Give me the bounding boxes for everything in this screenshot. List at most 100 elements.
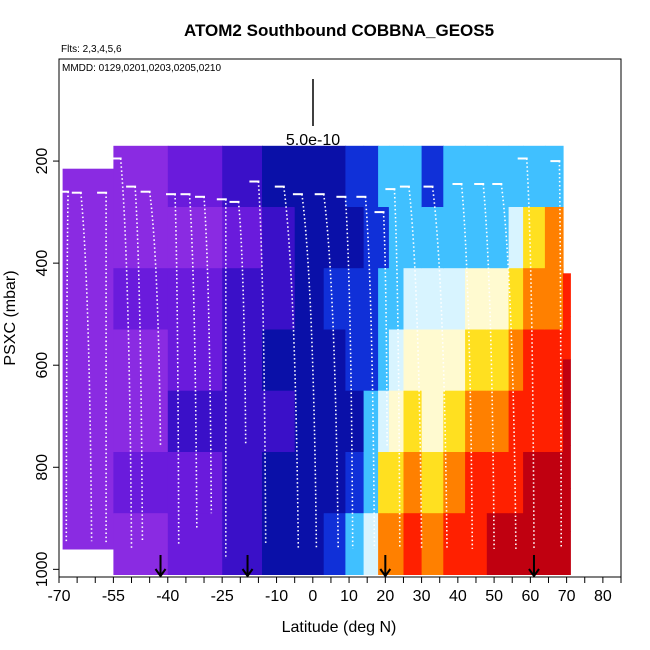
heatmap-cell bbox=[363, 390, 379, 453]
heatmap-cell bbox=[222, 513, 263, 575]
plot-frame bbox=[58, 58, 622, 578]
heatmap-cell bbox=[403, 145, 423, 208]
heatmap-cell bbox=[403, 329, 423, 392]
heatmap-cell bbox=[465, 513, 488, 575]
heatmap-cell bbox=[113, 268, 169, 330]
heatmap-cell bbox=[262, 268, 296, 330]
heatmap-cell bbox=[167, 329, 223, 392]
profile-curve bbox=[382, 212, 388, 447]
heatmap-cell bbox=[508, 268, 524, 330]
y-tick-label: 200 bbox=[34, 148, 51, 175]
profile-curve bbox=[558, 161, 562, 549]
heatmap-cell bbox=[403, 452, 423, 514]
profile-curve bbox=[188, 194, 198, 529]
heatmap-cell bbox=[363, 513, 379, 575]
heatmap-cell bbox=[262, 452, 296, 514]
profile-curve bbox=[460, 183, 474, 549]
flights-label: Flts: 2,3,4,5,6 bbox=[61, 44, 122, 55]
heatmap-cell bbox=[403, 207, 423, 269]
heatmap-cell bbox=[508, 390, 524, 453]
heatmap-cell bbox=[523, 390, 546, 453]
x-axis-label: Latitude (deg N) bbox=[282, 619, 397, 636]
x-tick-label: -10 bbox=[265, 588, 288, 605]
heatmap-cell bbox=[345, 329, 365, 392]
heatmap-cell bbox=[378, 513, 390, 575]
heatmap-cell bbox=[378, 390, 390, 453]
y-tick-label: 800 bbox=[34, 454, 51, 481]
x-tick-label: -70 bbox=[47, 588, 70, 605]
heatmap-cell bbox=[563, 316, 571, 360]
x-tick-label: 50 bbox=[485, 588, 503, 605]
profile-curve bbox=[134, 186, 144, 542]
heatmap-cell bbox=[378, 268, 390, 330]
heatmap-cell bbox=[378, 145, 390, 208]
flight-profiles bbox=[59, 157, 562, 557]
heatmap-cell bbox=[486, 207, 510, 269]
heatmap-cell bbox=[443, 207, 466, 269]
profile-curve bbox=[431, 186, 448, 549]
heatmap-cell bbox=[443, 145, 466, 208]
profile-curve bbox=[257, 181, 267, 544]
heatmap-cell bbox=[113, 513, 169, 575]
heatmap-cell bbox=[262, 329, 296, 392]
chart-title: ATOM2 Southbound COBBNA_GEOS5 bbox=[184, 21, 494, 40]
heatmap-cell bbox=[323, 513, 347, 575]
heatmap-cell bbox=[421, 207, 444, 269]
x-tick-label: 20 bbox=[376, 588, 394, 605]
heatmap-cell bbox=[544, 268, 564, 330]
heatmap-cell bbox=[323, 329, 347, 392]
heatmap-cell bbox=[421, 145, 444, 208]
heatmap-cell bbox=[523, 513, 546, 575]
heatmap-cell bbox=[323, 207, 347, 269]
arrow-marker bbox=[241, 555, 254, 578]
heatmap-cell bbox=[563, 531, 571, 575]
heatmap-cell bbox=[421, 329, 444, 392]
x-axis: -70 -55 -40 -25 -10 0 10 20 30 40 50 60 70 80 bbox=[47, 577, 622, 605]
heatmap-cell bbox=[421, 513, 444, 575]
profile-curve bbox=[344, 196, 354, 549]
x-tick-label: 10 bbox=[340, 588, 358, 605]
heatmap-cell bbox=[323, 452, 347, 514]
heatmap-cell bbox=[345, 390, 365, 453]
heatmap-cell bbox=[403, 513, 423, 575]
heatmap-cell bbox=[544, 513, 564, 575]
profile-curve bbox=[65, 191, 69, 544]
heatmap-cell bbox=[465, 452, 488, 514]
heatmap-cell bbox=[113, 207, 169, 269]
heatmap-cell bbox=[465, 207, 488, 269]
heatmap-cell bbox=[563, 445, 571, 489]
y-tick-label: 400 bbox=[34, 250, 51, 277]
dates-label: MMDD: 0129,0201,0203,0205,0210 bbox=[62, 63, 221, 74]
heatmap-cell bbox=[388, 390, 404, 453]
heatmap-cell bbox=[262, 390, 296, 453]
profile-curve bbox=[525, 158, 535, 549]
heatmap-cell bbox=[378, 207, 390, 269]
heatmap-cell bbox=[294, 329, 325, 392]
heatmap-cell bbox=[167, 452, 223, 514]
heatmap-cell bbox=[443, 452, 466, 514]
heatmap-cell bbox=[294, 452, 325, 514]
heatmap-cell bbox=[544, 145, 564, 208]
heatmap-cell bbox=[443, 390, 466, 453]
heatmap-cell bbox=[563, 359, 571, 403]
heatmap-cell bbox=[544, 452, 564, 514]
y-tick-label: 1000 bbox=[34, 551, 51, 587]
x-tick-label: 30 bbox=[413, 588, 431, 605]
heatmap-cell bbox=[323, 390, 347, 453]
heatmap-cell bbox=[486, 329, 510, 392]
heatmap-cell bbox=[421, 390, 444, 453]
heatmap-cell bbox=[486, 145, 510, 208]
x-tick-label: -55 bbox=[102, 588, 125, 605]
heatmap-cell bbox=[294, 390, 325, 453]
heatmap-cell bbox=[544, 390, 564, 453]
heatmap-cell bbox=[113, 390, 169, 453]
heatmap-cell bbox=[486, 268, 510, 330]
heatmap-cell bbox=[486, 390, 510, 453]
heatmap-cell bbox=[363, 207, 379, 269]
heatmap-cell bbox=[421, 268, 444, 330]
heatmap-cell bbox=[563, 273, 571, 317]
heatmap-cell bbox=[388, 268, 404, 330]
x-tick-label: 70 bbox=[558, 588, 576, 605]
heatmap-cell bbox=[378, 329, 390, 392]
